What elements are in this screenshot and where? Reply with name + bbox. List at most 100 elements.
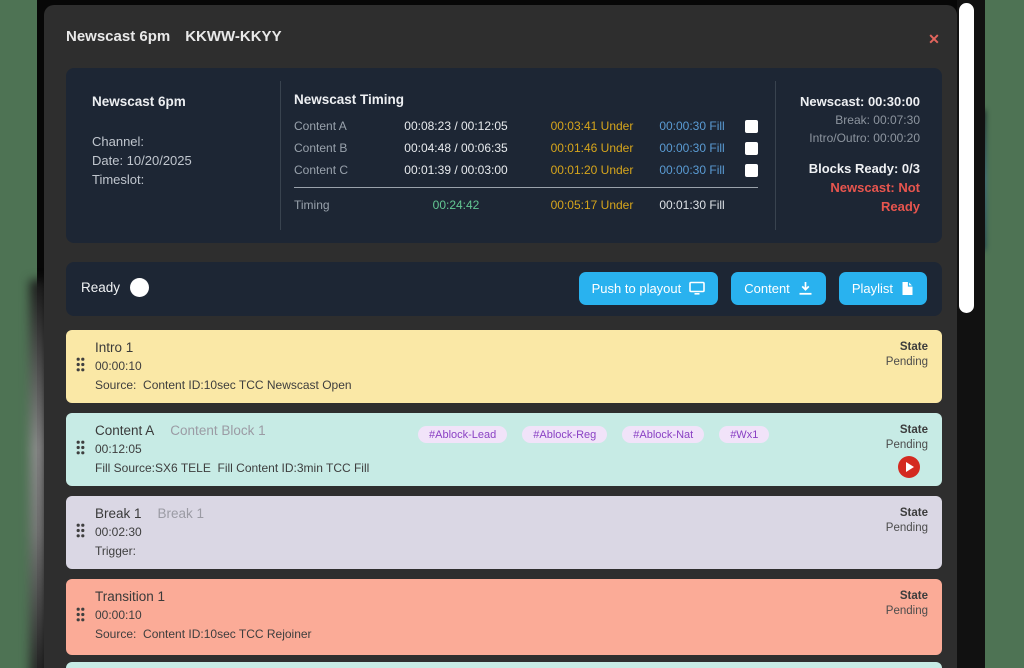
drag-handle-icon[interactable] [76,523,85,543]
block-duration: 00:02:30 [95,525,142,539]
state-value: Pending [885,522,928,534]
timing-table: Content A 00:08:23 / 00:12:05 00:03:41 U… [294,119,766,212]
block-card-transition[interactable]: Transition 1 00:00:10 Source: Content ID… [66,579,942,655]
date-label: Date: 10/20/2025 [92,153,192,168]
timing-row-under: 00:01:46 Under [550,141,634,155]
actions-bar: Ready Push to playout Content Playlist [66,262,942,316]
timing-row-label: Content A [294,119,347,133]
timing-total-under: 00:05:17 Under [550,198,634,212]
show-title: Newscast 6pm [92,94,186,109]
content-a-ready-checkbox[interactable] [745,119,758,133]
content-b-ready-checkbox[interactable] [745,141,758,155]
block-card-text: Intro 1 00:00:10 Source: Content ID:10se… [95,338,352,395]
block-card-intro[interactable]: Intro 1 00:00:10 Source: Content ID:10se… [66,330,942,403]
state-label: State [899,424,928,436]
block-card-text: Break 1 Break 1 00:02:30 Trigger: [95,504,204,561]
ready-toggle[interactable] [130,278,149,297]
show-info-column: Newscast 6pm Channel: Date: 10/20/2025 T… [92,94,192,189]
monitor-icon [689,281,706,296]
block-state: State Pending [886,506,928,536]
blocks-ready-count: Blocks Ready: 0/3 [808,161,920,176]
timing-row-fill: 00:00:30 Fill [659,141,725,155]
block-card-partial[interactable] [66,662,942,668]
break-duration: Break: 00:07:30 [835,113,920,127]
timing-total-time: 00:24:42 [432,198,480,212]
newscast-status-badge: Newscast: Not Ready [830,180,920,214]
modal-title: Newscast 6pm [66,28,171,45]
file-icon [901,281,914,296]
close-icon[interactable]: ✕ [928,31,940,47]
timing-row-time: 00:04:48 / 00:06:35 [404,141,508,155]
play-button[interactable] [898,456,920,478]
play-icon [906,462,914,472]
block-name: Content A [95,423,155,438]
panel-divider [775,81,776,230]
newscast-modal: Newscast 6pm KKWW-KKYY ✕ Newscast 6pm Cha… [44,5,957,668]
action-buttons: Push to playout Content Playlist [578,272,927,305]
state-label: State [899,507,928,519]
state-value: Pending [885,356,928,368]
drag-handle-icon[interactable] [76,440,85,460]
newscast-timing-section: Newscast Timing Content A 00:08:23 / 00:… [294,92,766,212]
block-card-text: Content A Content Block 1 00:12:05 Fill S… [95,421,369,478]
block-duration: 00:00:10 [95,608,142,622]
timing-total-label: Timing [294,198,330,212]
ready-label: Ready [81,280,121,295]
timing-row-label: Content B [294,141,348,155]
tag-wx1: #Wx1 [719,426,770,443]
download-icon [798,281,813,296]
state-label: State [899,341,928,353]
timing-row-label: Content C [294,163,349,177]
content-c-ready-checkbox[interactable] [745,163,758,177]
newscast-info-panel: Newscast 6pm Channel: Date: 10/20/2025 T… [66,68,942,243]
block-duration: 00:00:10 [95,359,142,373]
block-name: Transition 1 [95,589,166,604]
timeslot-label: Timeslot: [92,172,145,187]
block-state: State Pending [886,423,928,453]
backdrop-blur-gray [30,280,46,668]
push-to-playout-label: Push to playout [591,281,682,296]
block-fill-source: Fill Source:SX6 TELE Fill Content ID:3mi… [95,461,370,475]
timing-total-fill: 00:01:30 Fill [659,198,725,212]
modal-header: Newscast 6pm KKWW-KKYY [66,28,282,45]
scrollbar-thumb[interactable] [959,3,974,313]
tag-ablock-nat: #Ablock-Nat [622,426,705,443]
tag-ablock-reg: #Ablock-Reg [522,426,608,443]
block-duration: 00:12:05 [95,442,142,456]
summary-spacer [788,147,920,159]
drag-handle-icon[interactable] [76,607,85,627]
tag-ablock-lead: #Ablock-Lead [418,426,508,443]
block-tags: #Ablock-Lead #Ablock-Reg #Ablock-Nat #Wx… [418,426,770,443]
timing-row-under: 00:01:20 Under [550,163,634,177]
block-name: Intro 1 [95,340,134,355]
playlist-button[interactable]: Playlist [838,272,927,305]
block-subtitle: Content Block 1 [170,423,266,438]
state-value: Pending [885,605,928,617]
timing-row-time: 00:01:39 / 00:03:00 [404,163,508,177]
backdrop-right-strip [985,0,1024,668]
station-call-letters: KKWW-KKYY [185,28,282,45]
push-to-playout-button[interactable]: Push to playout [578,272,719,305]
content-download-button[interactable]: Content [731,272,826,305]
timing-heading: Newscast Timing [294,92,405,107]
block-state: State Pending [886,340,928,370]
block-name: Break 1 [95,506,142,521]
timing-total-divider [294,187,758,188]
drag-handle-icon[interactable] [76,357,85,377]
timing-row-fill: 00:00:30 Fill [659,163,725,177]
block-card-content-a[interactable]: Content A Content Block 1 00:12:05 Fill S… [66,413,942,486]
state-label: State [899,590,928,602]
block-source: Source: Content ID:10sec TCC Newscast Op… [95,378,352,392]
playlist-button-label: Playlist [851,281,893,296]
timing-row-fill: 00:00:30 Fill [659,119,725,133]
block-card-text: Transition 1 00:00:10 Source: Content ID… [95,587,312,644]
timing-row-under: 00:03:41 Under [550,119,634,133]
block-card-break[interactable]: Break 1 Break 1 00:02:30 Trigger: State P… [66,496,942,569]
intro-outro-duration: Intro/Outro: 00:00:20 [809,131,920,145]
timing-row-time: 00:08:23 / 00:12:05 [404,119,508,133]
newscast-total-duration: Newscast: 00:30:00 [800,94,920,109]
state-value: Pending [885,439,928,451]
panel-divider [280,81,281,230]
channel-label: Channel: [92,134,145,149]
